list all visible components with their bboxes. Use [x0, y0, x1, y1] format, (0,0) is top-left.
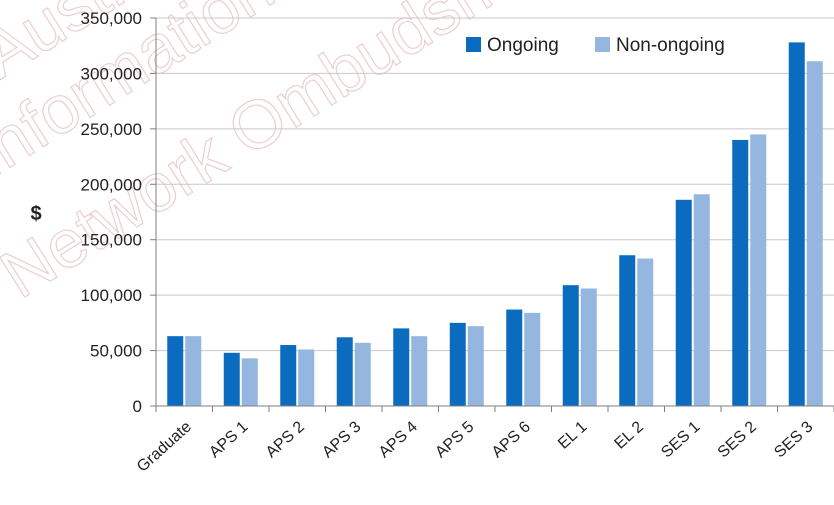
- y-tick-label: 200,000: [81, 175, 142, 194]
- y-axis-ticks: 0 50,000 100,000 150,000 200,000 250,000 300,0…: [81, 9, 156, 416]
- y-tick-label: 300,000: [81, 64, 142, 83]
- legend-label-ongoing: Ongoing: [487, 35, 559, 56]
- legend-label-non-ongoing: Non-ongoing: [616, 35, 725, 56]
- bar-ongoing-graduate: [167, 336, 184, 406]
- bar-ongoing-ses-2: [732, 139, 749, 406]
- y-tick-label: 250,000: [81, 120, 142, 139]
- y-tick-label: 0: [133, 397, 142, 416]
- bar-non-ongoing-ses-3: [806, 61, 823, 407]
- bar-ongoing-aps-2: [280, 345, 297, 406]
- legend: Ongoing Non-ongoing: [466, 35, 725, 56]
- bar-ongoing-el-2: [619, 255, 636, 406]
- bar-non-ongoing-graduate: [185, 336, 202, 406]
- x-tick-label: EL 1: [555, 418, 590, 452]
- x-tick-label: APS 4: [376, 418, 421, 461]
- legend-swatch-ongoing: [466, 37, 481, 52]
- y-tick-label: 150,000: [81, 231, 142, 250]
- bar-ongoing-aps-4: [393, 328, 410, 406]
- y-tick-label: 100,000: [81, 286, 142, 305]
- bar-ongoing-aps-1: [223, 352, 240, 406]
- bar-non-ongoing-aps-3: [354, 342, 371, 406]
- bars: [167, 42, 823, 407]
- x-tick-label: SES 1: [658, 418, 703, 461]
- bar-non-ongoing-aps-5: [467, 326, 484, 406]
- bar-ongoing-aps-5: [449, 322, 466, 406]
- x-tick-label: SES 3: [771, 418, 816, 461]
- legend-swatch-non-ongoing: [595, 37, 610, 52]
- bar-non-ongoing-ses-2: [750, 134, 767, 406]
- gridlines: [156, 17, 834, 352]
- x-tick-label: APS 2: [263, 418, 308, 461]
- x-tick-label: EL 2: [612, 418, 647, 452]
- bar-non-ongoing-aps-2: [298, 349, 315, 406]
- bar-ongoing-ses-1: [675, 199, 692, 406]
- x-tick-label: Graduate: [134, 418, 195, 475]
- y-axis-label: $: [30, 203, 41, 225]
- bar-non-ongoing-el-2: [637, 258, 654, 406]
- y-tick-label: 350,000: [81, 9, 142, 28]
- bar-non-ongoing-el-1: [580, 288, 597, 406]
- y-tick-label: 50,000: [90, 342, 142, 361]
- bar-non-ongoing-aps-6: [524, 312, 541, 406]
- bar-ongoing-el-1: [562, 285, 579, 406]
- bar-non-ongoing-aps-1: [241, 358, 258, 406]
- x-tick-label: APS 1: [206, 418, 251, 461]
- axes: [155, 18, 834, 412]
- bar-ongoing-aps-6: [506, 309, 523, 406]
- bar-non-ongoing-aps-4: [411, 336, 428, 406]
- bar-ongoing-aps-3: [336, 337, 353, 406]
- x-tick-label: SES 2: [715, 418, 760, 461]
- bar-non-ongoing-ses-1: [693, 194, 710, 406]
- bar-ongoing-ses-3: [788, 42, 805, 406]
- x-tick-label: APS 5: [432, 418, 477, 461]
- x-tick-label: APS 3: [319, 418, 364, 461]
- x-axis-ticks: Graduate APS 1 APS 2 APS 3 APS 4 APS 5 APS 6 EL…: [134, 418, 817, 475]
- x-tick-label: APS 6: [489, 418, 534, 461]
